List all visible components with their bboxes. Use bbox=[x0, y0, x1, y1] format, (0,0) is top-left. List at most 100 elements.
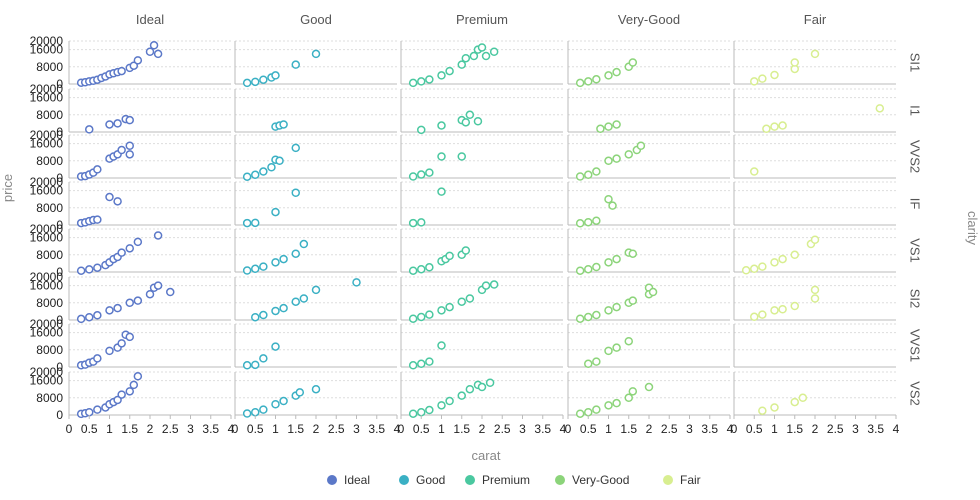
panel-si2-very-good bbox=[567, 276, 730, 323]
data-point bbox=[790, 58, 799, 67]
data-point bbox=[85, 407, 94, 417]
data-point bbox=[457, 297, 466, 306]
data-point bbox=[604, 71, 613, 80]
data-point bbox=[469, 51, 479, 61]
data-point bbox=[251, 170, 260, 180]
data-point bbox=[584, 359, 593, 369]
data-point bbox=[259, 310, 268, 320]
data-point bbox=[242, 266, 252, 275]
legend-item-very-good[interactable]: Very-Good bbox=[555, 473, 629, 487]
panel-if-very-good bbox=[567, 181, 730, 228]
data-point bbox=[798, 393, 808, 403]
column-label-very-good: Very-Good bbox=[618, 12, 680, 27]
data-point bbox=[592, 405, 601, 414]
data-point bbox=[592, 262, 601, 272]
y-tick-label: 0 bbox=[56, 360, 63, 374]
data-point bbox=[758, 74, 767, 83]
data-point bbox=[105, 346, 114, 356]
data-point bbox=[575, 172, 585, 181]
data-point bbox=[612, 254, 621, 264]
data-point bbox=[242, 409, 252, 418]
data-point bbox=[93, 165, 102, 174]
data-point bbox=[624, 336, 633, 346]
column-label-ideal: Ideal bbox=[136, 12, 164, 27]
x-tick-label: 0 bbox=[232, 422, 239, 436]
data-point bbox=[242, 172, 252, 181]
data-point bbox=[279, 254, 288, 264]
panel-si2-premium bbox=[400, 276, 563, 323]
panel-vs1-good bbox=[234, 228, 397, 275]
data-point bbox=[271, 258, 280, 267]
data-point bbox=[117, 66, 126, 76]
x-tick-label: 0 bbox=[66, 422, 73, 436]
data-point bbox=[584, 264, 593, 274]
panel-vs2-fair bbox=[733, 371, 896, 416]
panel-if-premium bbox=[400, 181, 563, 228]
legend-item-ideal[interactable]: Ideal bbox=[327, 473, 370, 487]
y-tick-label: 20000 bbox=[30, 128, 64, 142]
column-facet-labels: Ideal Good Premium Very-Good Fair bbox=[136, 12, 827, 27]
data-point bbox=[425, 75, 434, 84]
x-tick-label: 1.5 bbox=[287, 422, 304, 436]
data-point bbox=[457, 60, 466, 69]
panel-si2-ideal bbox=[68, 276, 231, 324]
data-point bbox=[242, 361, 252, 370]
x-tick-label: 0 bbox=[398, 422, 405, 436]
data-point bbox=[875, 104, 885, 113]
data-point bbox=[117, 248, 126, 257]
legend-item-fair[interactable]: Fair bbox=[663, 473, 701, 487]
panel-vs1-premium bbox=[400, 228, 563, 275]
column-label-fair: Fair bbox=[804, 12, 827, 27]
data-point bbox=[575, 219, 585, 228]
data-point bbox=[604, 156, 613, 166]
data-point bbox=[76, 314, 86, 324]
x-tick-label: 2 bbox=[646, 422, 653, 436]
data-point bbox=[604, 194, 613, 204]
panel-si2-fair bbox=[733, 276, 896, 322]
x-tick-label: 3 bbox=[852, 422, 859, 436]
facet-panels bbox=[68, 40, 896, 419]
x-tick-label: 0.5 bbox=[746, 422, 763, 436]
x-axis-title: carat bbox=[472, 448, 501, 463]
x-tick-label: 0 bbox=[565, 422, 572, 436]
data-point bbox=[425, 168, 434, 177]
data-point bbox=[758, 310, 767, 319]
legend-label: Premium bbox=[482, 473, 530, 487]
data-point bbox=[592, 310, 601, 320]
data-point bbox=[465, 110, 475, 120]
data-point bbox=[741, 266, 751, 275]
row-label-si2: SI2 bbox=[908, 289, 923, 309]
x-tick-label: 1 bbox=[106, 422, 113, 436]
data-point bbox=[125, 298, 134, 308]
row-label-i1: I1 bbox=[908, 105, 923, 116]
data-point bbox=[417, 77, 426, 86]
panel-i1-very-good bbox=[567, 88, 730, 134]
data-point bbox=[267, 163, 276, 172]
legend-swatch bbox=[663, 475, 673, 485]
data-point bbox=[125, 387, 134, 396]
data-point bbox=[612, 154, 621, 163]
y-tick-label: 8000 bbox=[36, 108, 63, 122]
data-point bbox=[437, 71, 446, 80]
row-label-if: IF bbox=[908, 198, 923, 210]
y-tick-label: 20000 bbox=[30, 317, 64, 331]
panel-if-good bbox=[234, 181, 397, 228]
y-tick-label: 8000 bbox=[36, 391, 63, 405]
data-point bbox=[762, 124, 771, 134]
data-point bbox=[408, 361, 418, 370]
y-tick-label: 16000 bbox=[30, 279, 64, 293]
data-point bbox=[299, 294, 309, 303]
panel-vvs1-premium bbox=[400, 323, 563, 370]
legend-item-good[interactable]: Good bbox=[399, 473, 445, 487]
data-point bbox=[93, 311, 102, 320]
data-point bbox=[612, 398, 621, 408]
data-point bbox=[259, 354, 268, 363]
legend-item-premium[interactable]: Premium bbox=[465, 473, 530, 487]
panel-vvs2-fair bbox=[733, 134, 896, 179]
y-tick-label: 16000 bbox=[30, 137, 64, 151]
y-tick-label: 0 bbox=[56, 171, 63, 185]
column-label-good: Good bbox=[300, 12, 332, 27]
y-tick-label: 0 bbox=[56, 313, 63, 327]
x-tick-label: 3.5 bbox=[701, 422, 718, 436]
panel-si1-premium bbox=[400, 40, 563, 88]
